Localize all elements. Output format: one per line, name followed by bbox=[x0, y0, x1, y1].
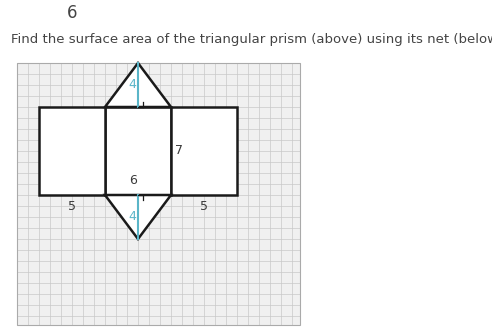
Polygon shape bbox=[105, 63, 171, 107]
Text: 6: 6 bbox=[67, 4, 77, 22]
Polygon shape bbox=[105, 195, 171, 239]
Text: 5: 5 bbox=[68, 201, 76, 213]
Text: 4: 4 bbox=[128, 78, 136, 91]
Text: Find the surface area of the triangular prism (above) using its net (below).: Find the surface area of the triangular … bbox=[11, 33, 492, 46]
Bar bbox=[39, 107, 105, 195]
Text: 6: 6 bbox=[129, 174, 137, 187]
Bar bbox=[105, 107, 171, 195]
Text: 7: 7 bbox=[175, 145, 183, 158]
Bar bbox=[171, 107, 237, 195]
Bar bbox=[17, 63, 300, 325]
Text: 4: 4 bbox=[128, 211, 136, 223]
Bar bbox=[17, 63, 300, 325]
Text: 5: 5 bbox=[200, 201, 208, 213]
